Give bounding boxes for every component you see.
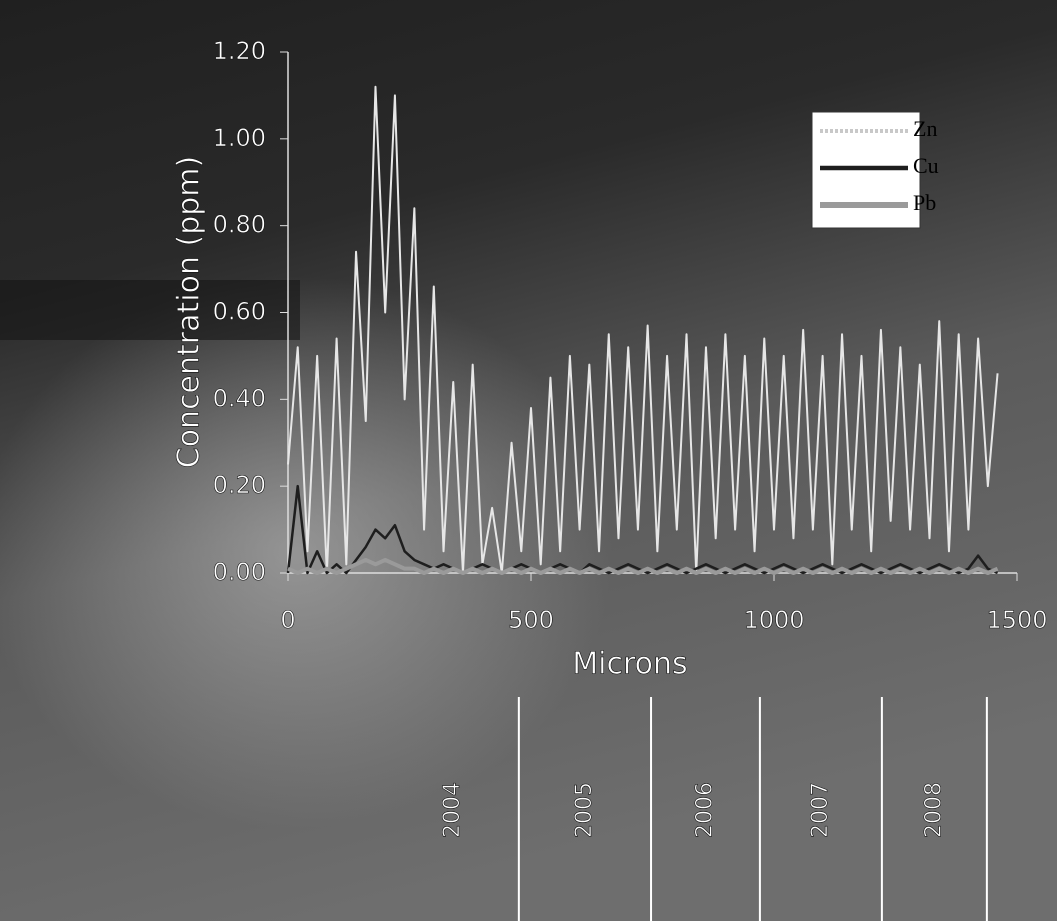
legend-label: Cu: [913, 153, 939, 178]
y-tick-label: 0.60: [213, 298, 266, 326]
y-tick-label: 0.80: [213, 211, 266, 239]
x-axis-label: Microns: [572, 647, 687, 682]
year-label: 2006: [692, 782, 717, 838]
series-line: [287, 557, 999, 575]
x-tick-label: 1000: [743, 606, 804, 634]
year-label: 2007: [808, 782, 833, 838]
y-tick-label: 0.40: [213, 384, 266, 412]
x-tick-label: 0: [280, 606, 295, 634]
year-label: 2005: [572, 782, 597, 838]
y-tick-label: 0.20: [213, 471, 266, 499]
year-label: 2008: [921, 782, 946, 838]
legend-label: Pb: [913, 190, 936, 215]
plot-area: 0.00 0.20 0.40 0.60 0.80 1.00 1.20 0 500 1000 1500: [212, 37, 1048, 635]
y-tick-label: 1.20: [213, 37, 266, 65]
y-tick-label: 0.00: [213, 558, 266, 586]
legend: Zn Cu Pb: [820, 116, 939, 215]
photo-band: [0, 280, 300, 340]
x-tick-label: 1500: [986, 606, 1047, 634]
y-axis-label: Concentration (ppm): [172, 156, 207, 468]
y-tick-label: 1.00: [213, 124, 266, 152]
x-tick-label: 500: [508, 606, 554, 634]
legend-label: Zn: [913, 116, 937, 141]
year-label: 2004: [440, 782, 465, 838]
series-line: [287, 85, 999, 574]
